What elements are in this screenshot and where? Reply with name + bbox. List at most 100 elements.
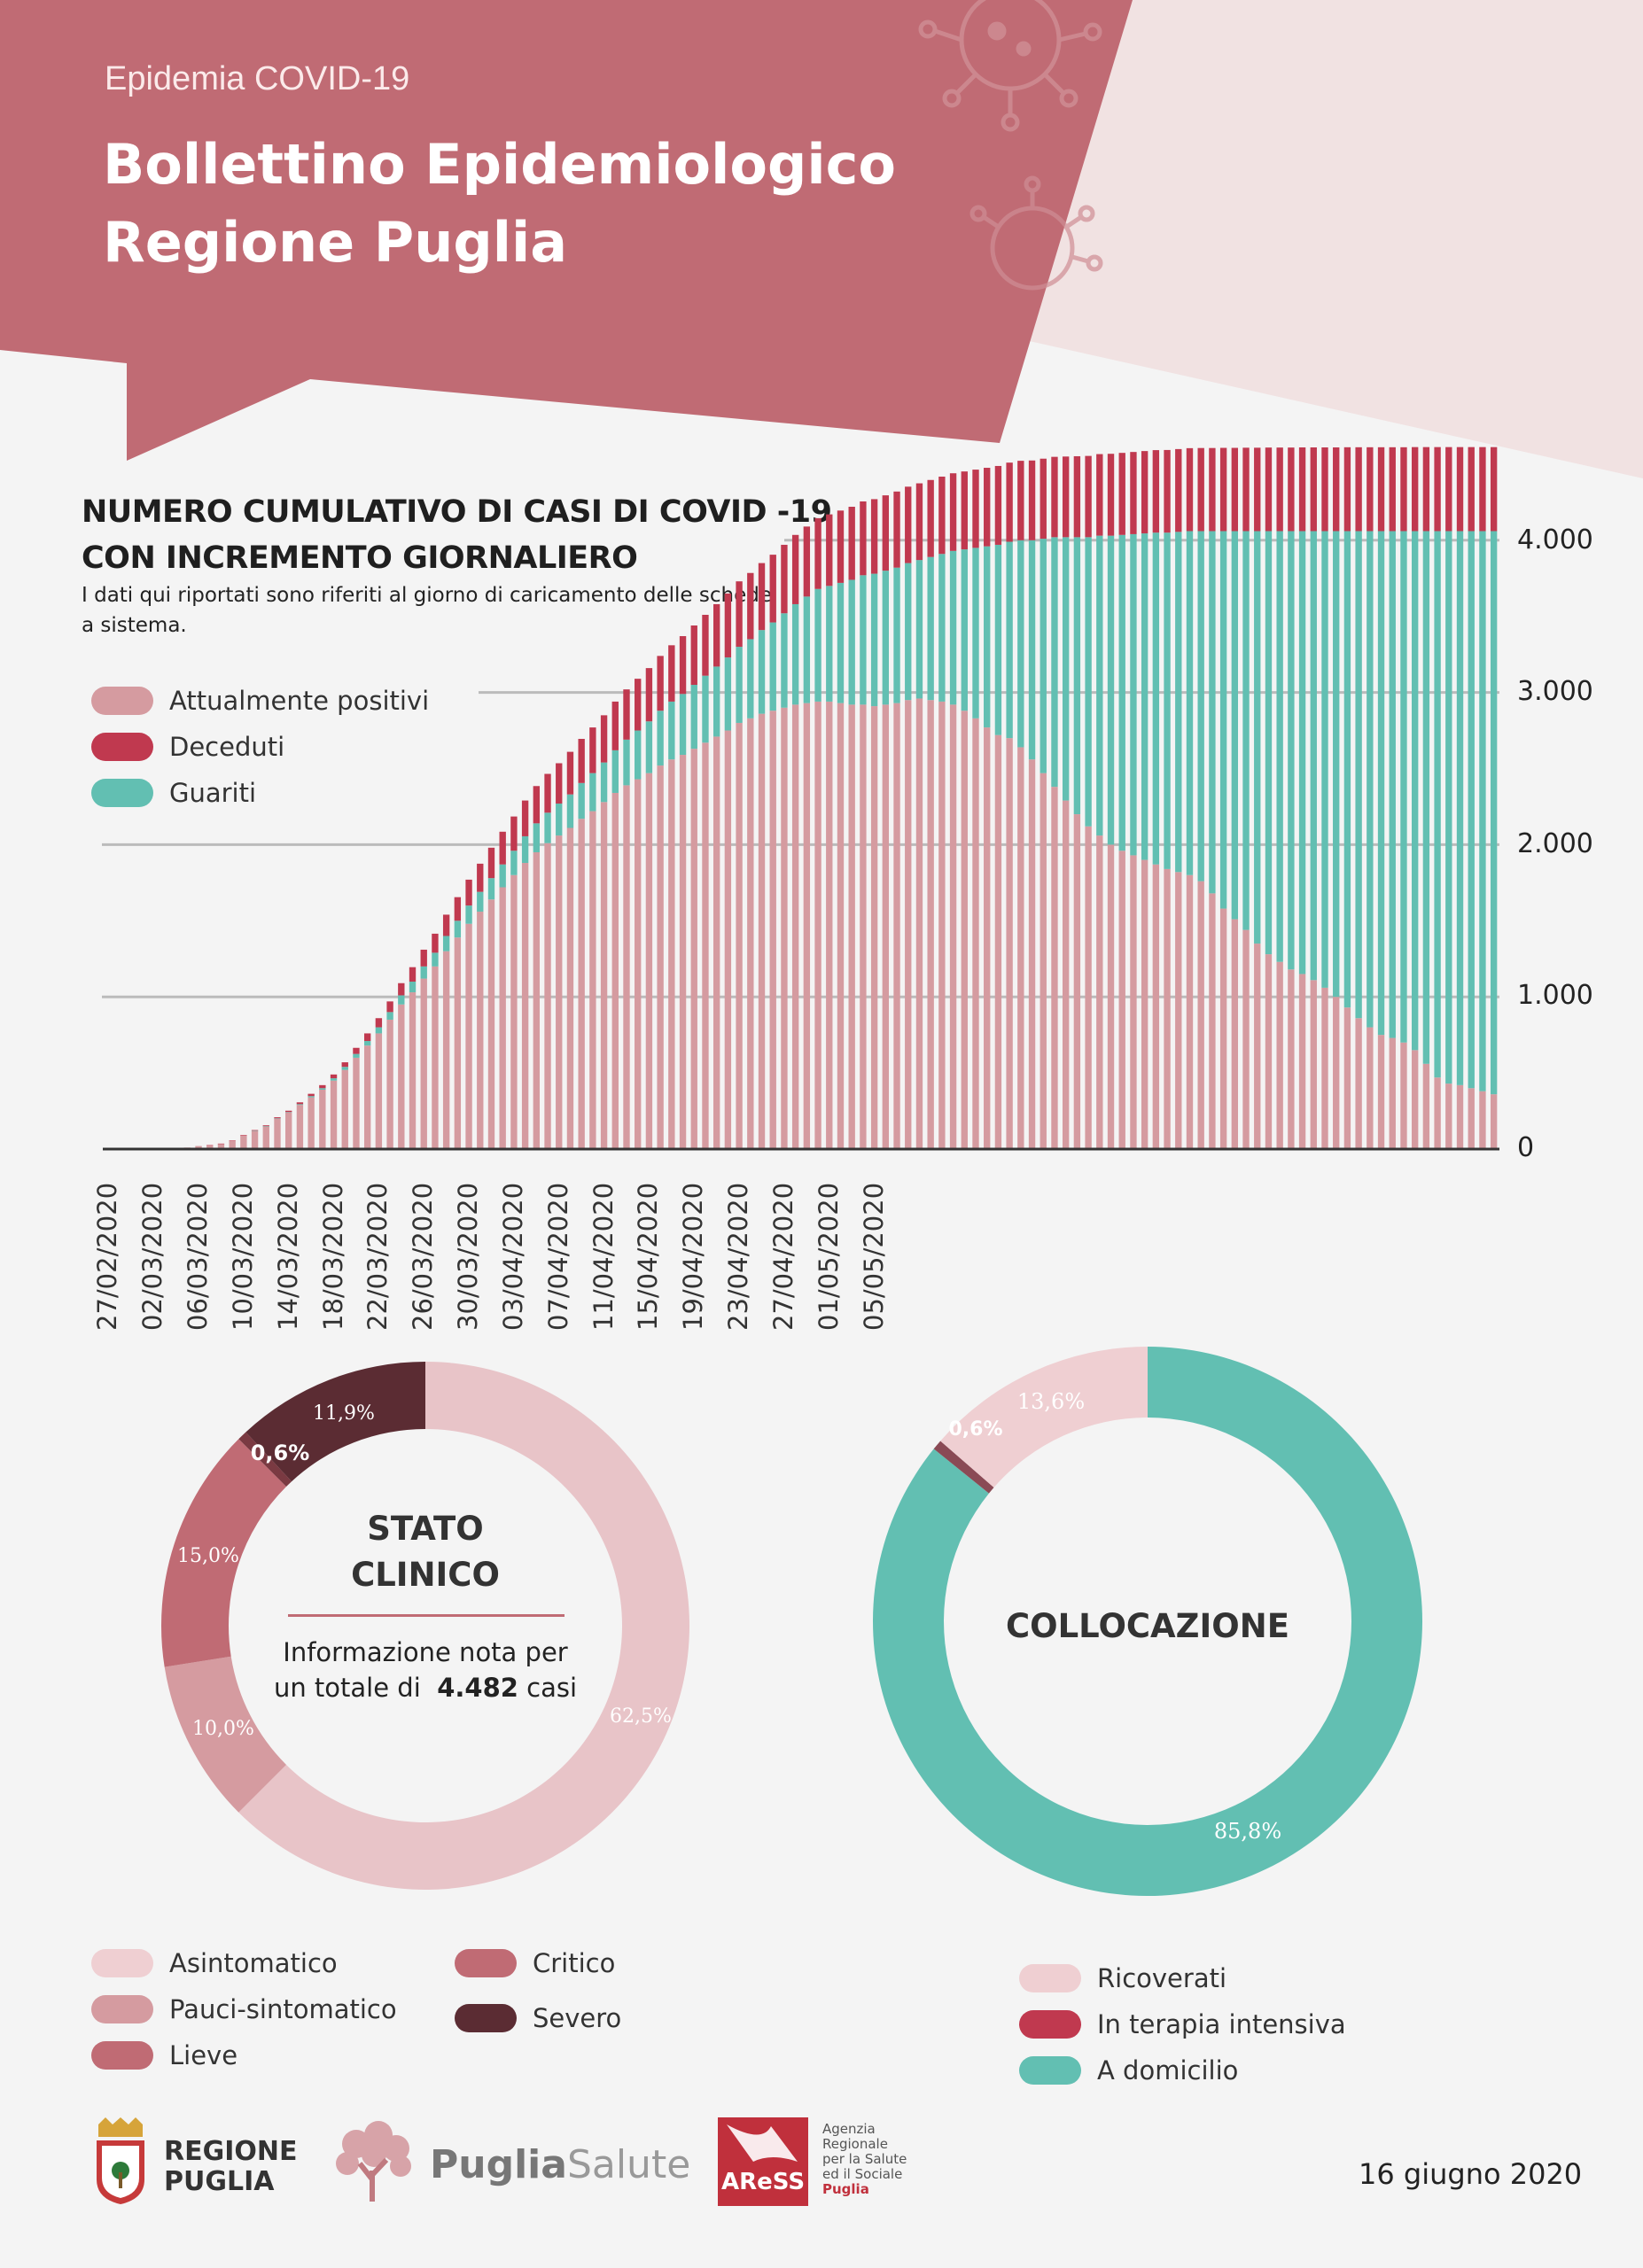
bar-deceduti [409, 967, 417, 983]
bar-guariti [769, 622, 776, 711]
bar-deceduti [465, 879, 472, 906]
bar-guariti [420, 966, 427, 979]
agenzia-text: Agenzia Regionale per la Salute ed il So… [822, 2121, 907, 2197]
legend-item-a-domicilio: A domicilio [1019, 2047, 1346, 2093]
x-tick-label: 11/04/2020 [588, 1182, 619, 1331]
bar-deceduti [984, 468, 991, 547]
bar-attualmente-positivi [1254, 944, 1261, 1149]
bar-guariti [1355, 531, 1362, 1019]
bar-guariti [837, 582, 845, 703]
bar-attualmente-positivi [769, 711, 776, 1149]
bar-attualmente-positivi [398, 1004, 405, 1149]
bar-attualmente-positivi [1062, 800, 1070, 1149]
bar-attualmente-positivi [791, 704, 799, 1149]
bar-guariti [1333, 531, 1340, 998]
slice-value-label: 0,6% [948, 1418, 1002, 1441]
slice-value-label: 85,8% [1214, 1819, 1281, 1844]
bar-attualmente-positivi [556, 835, 563, 1149]
x-tick-label: 03/04/2020 [497, 1182, 528, 1331]
legend-label: Deceduti [169, 732, 285, 762]
bar-attualmente-positivi [353, 1057, 360, 1149]
donut1-legend-col1: Asintomatico Pauci-sintomatico Lieve [91, 1940, 397, 2078]
bar-guariti [724, 657, 732, 731]
bar-guariti [1040, 539, 1047, 773]
bar-guariti [1231, 531, 1239, 920]
bar-attualmente-positivi [1422, 1063, 1430, 1149]
banner-shape [0, 0, 1133, 461]
bar-attualmente-positivi [1456, 1084, 1464, 1149]
bar-guariti [635, 730, 642, 780]
bar-guariti [251, 1130, 259, 1131]
bar-deceduti [1186, 447, 1194, 532]
bar-deceduti [758, 563, 766, 631]
bar-attualmente-positivi [477, 911, 484, 1149]
bar-deceduti [870, 499, 878, 574]
bar-guariti [690, 685, 697, 750]
bar-guariti [1456, 531, 1464, 1085]
bar-deceduti [217, 1143, 225, 1145]
bar-deceduti [826, 514, 833, 586]
slice-value-label: 15,0% [177, 1545, 239, 1567]
bar-deceduti [1422, 447, 1430, 532]
bar-guariti [319, 1088, 326, 1090]
legend-swatch [91, 779, 153, 807]
legend-item-in-terapia-intensiva: In terapia intensiva [1019, 2001, 1346, 2047]
bar-attualmente-positivi [510, 874, 518, 1149]
bar-guariti [566, 794, 574, 828]
x-tick-label: 15/04/2020 [633, 1182, 664, 1331]
bar-guariti [927, 556, 934, 701]
legend-item-lieve: Lieve [91, 2032, 397, 2078]
bar-guariti [984, 546, 991, 728]
bar-deceduti [690, 625, 697, 686]
bar-guariti [736, 647, 743, 723]
bar-guariti [1434, 531, 1441, 1078]
collocazione-donut: 85,8% 0,6% 13,6% [873, 1347, 1422, 1896]
bar-attualmente-positivi [420, 978, 427, 1149]
x-tick-label: 22/03/2020 [362, 1182, 393, 1331]
bar-guariti [803, 596, 811, 703]
bar-guariti [510, 850, 518, 875]
bar-deceduti [1434, 447, 1441, 532]
bar-deceduti [1321, 447, 1328, 532]
chart-title: NUMERO CUMULATIVO DI CASI DI COVID -19 C… [82, 489, 832, 581]
y-tick-label: 1.000 [1517, 980, 1593, 1011]
bar-deceduti [1017, 461, 1024, 540]
x-tick-label: 06/03/2020 [183, 1182, 214, 1331]
bar-guariti [1152, 532, 1160, 865]
bar-guariti [1422, 531, 1430, 1064]
bar-deceduti [679, 636, 687, 695]
pre-title: Epidemia COVID-19 [105, 60, 410, 97]
bar-deceduti [927, 479, 934, 557]
bar-deceduti [363, 1033, 371, 1042]
bar-guariti [1276, 531, 1283, 962]
bar-deceduti [1175, 448, 1182, 532]
bar-attualmente-positivi [1141, 859, 1149, 1149]
bar-attualmente-positivi [972, 718, 979, 1149]
bar-guariti [544, 812, 551, 843]
bar-guariti [600, 762, 608, 803]
bar-attualmente-positivi [645, 773, 653, 1149]
x-tick-label: 05/05/2020 [858, 1182, 889, 1331]
x-tick-label: 02/03/2020 [137, 1182, 168, 1331]
bar-deceduti [1152, 450, 1160, 533]
bar-attualmente-positivi [1231, 919, 1239, 1149]
bar-deceduti [1028, 460, 1036, 540]
bar-guariti [870, 573, 878, 707]
bar-guariti [712, 666, 720, 737]
bar-guariti [521, 835, 529, 864]
bar-attualmente-positivi [1367, 1027, 1374, 1149]
legend-item-ricoverati: Ricoverati [1019, 1955, 1346, 2001]
bar-attualmente-positivi [1333, 997, 1340, 1149]
bar-attualmente-positivi [1468, 1088, 1475, 1149]
bar-guariti [353, 1053, 360, 1058]
y-tick-label: 4.000 [1517, 524, 1593, 555]
bar-attualmente-positivi [432, 966, 439, 1149]
bar-attualmente-positivi [848, 704, 855, 1149]
bar-attualmente-positivi [657, 765, 664, 1149]
bar-guariti [375, 1027, 383, 1034]
bar-attualmente-positivi [1310, 980, 1317, 1149]
bar-attualmente-positivi [1276, 961, 1283, 1149]
report-date: 16 giugno 2020 [1359, 2157, 1583, 2191]
bar-deceduti [330, 1074, 338, 1079]
bar-guariti [1062, 537, 1070, 801]
